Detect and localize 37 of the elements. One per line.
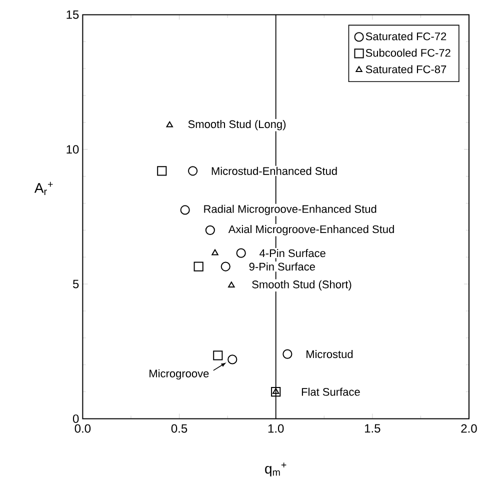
point — [205, 225, 215, 235]
x-tick-label: 1.5 — [364, 424, 380, 433]
point — [228, 354, 238, 364]
x-tick-label: 0.5 — [171, 424, 188, 433]
x-tick-label: 0.0 — [74, 424, 91, 433]
annotation: Smooth Stud (Long) — [188, 120, 286, 130]
annotation: 4-Pin Surface — [260, 249, 326, 258]
y-tick-label: 0 — [72, 414, 79, 423]
point — [157, 166, 167, 176]
point — [180, 205, 190, 215]
annotation: 9-Pin Surface — [249, 262, 315, 271]
annotation: Flat Surface — [302, 388, 360, 396]
legend-label: Saturated FC-72 — [366, 32, 446, 40]
point — [228, 282, 235, 288]
annotation: Radial Microgroove-Enhanced Stud — [204, 204, 376, 216]
point — [213, 350, 223, 360]
point — [188, 166, 198, 176]
y-tick-label: 15 — [66, 10, 79, 19]
annotation: Microstud-Enhanced Stud — [212, 166, 337, 175]
x-tick-label: 1.0 — [268, 424, 284, 433]
legend-label: Saturated FC-87 — [366, 65, 446, 74]
point — [212, 249, 218, 256]
y-tick-label: 5 — [72, 280, 79, 288]
point — [220, 262, 230, 272]
legend-label: Subcooled FC-72 — [366, 48, 450, 57]
annotation: Microstud — [306, 350, 353, 358]
point — [236, 248, 246, 258]
annotation: Axial Microgroove-Enhanced Stud — [228, 225, 394, 236]
annotation: Microgroove — [150, 369, 209, 380]
annotation: Smooth Stud (Short) — [252, 280, 352, 290]
x-axis-title: q$_{m}$+ — [265, 462, 286, 476]
point — [282, 349, 292, 359]
x-tick-label: 2.0 — [461, 424, 477, 433]
point — [166, 121, 173, 128]
point — [194, 262, 204, 272]
y-tick-label: 10 — [66, 145, 79, 154]
y-axis-title: A$_{r}$+ — [34, 182, 53, 195]
